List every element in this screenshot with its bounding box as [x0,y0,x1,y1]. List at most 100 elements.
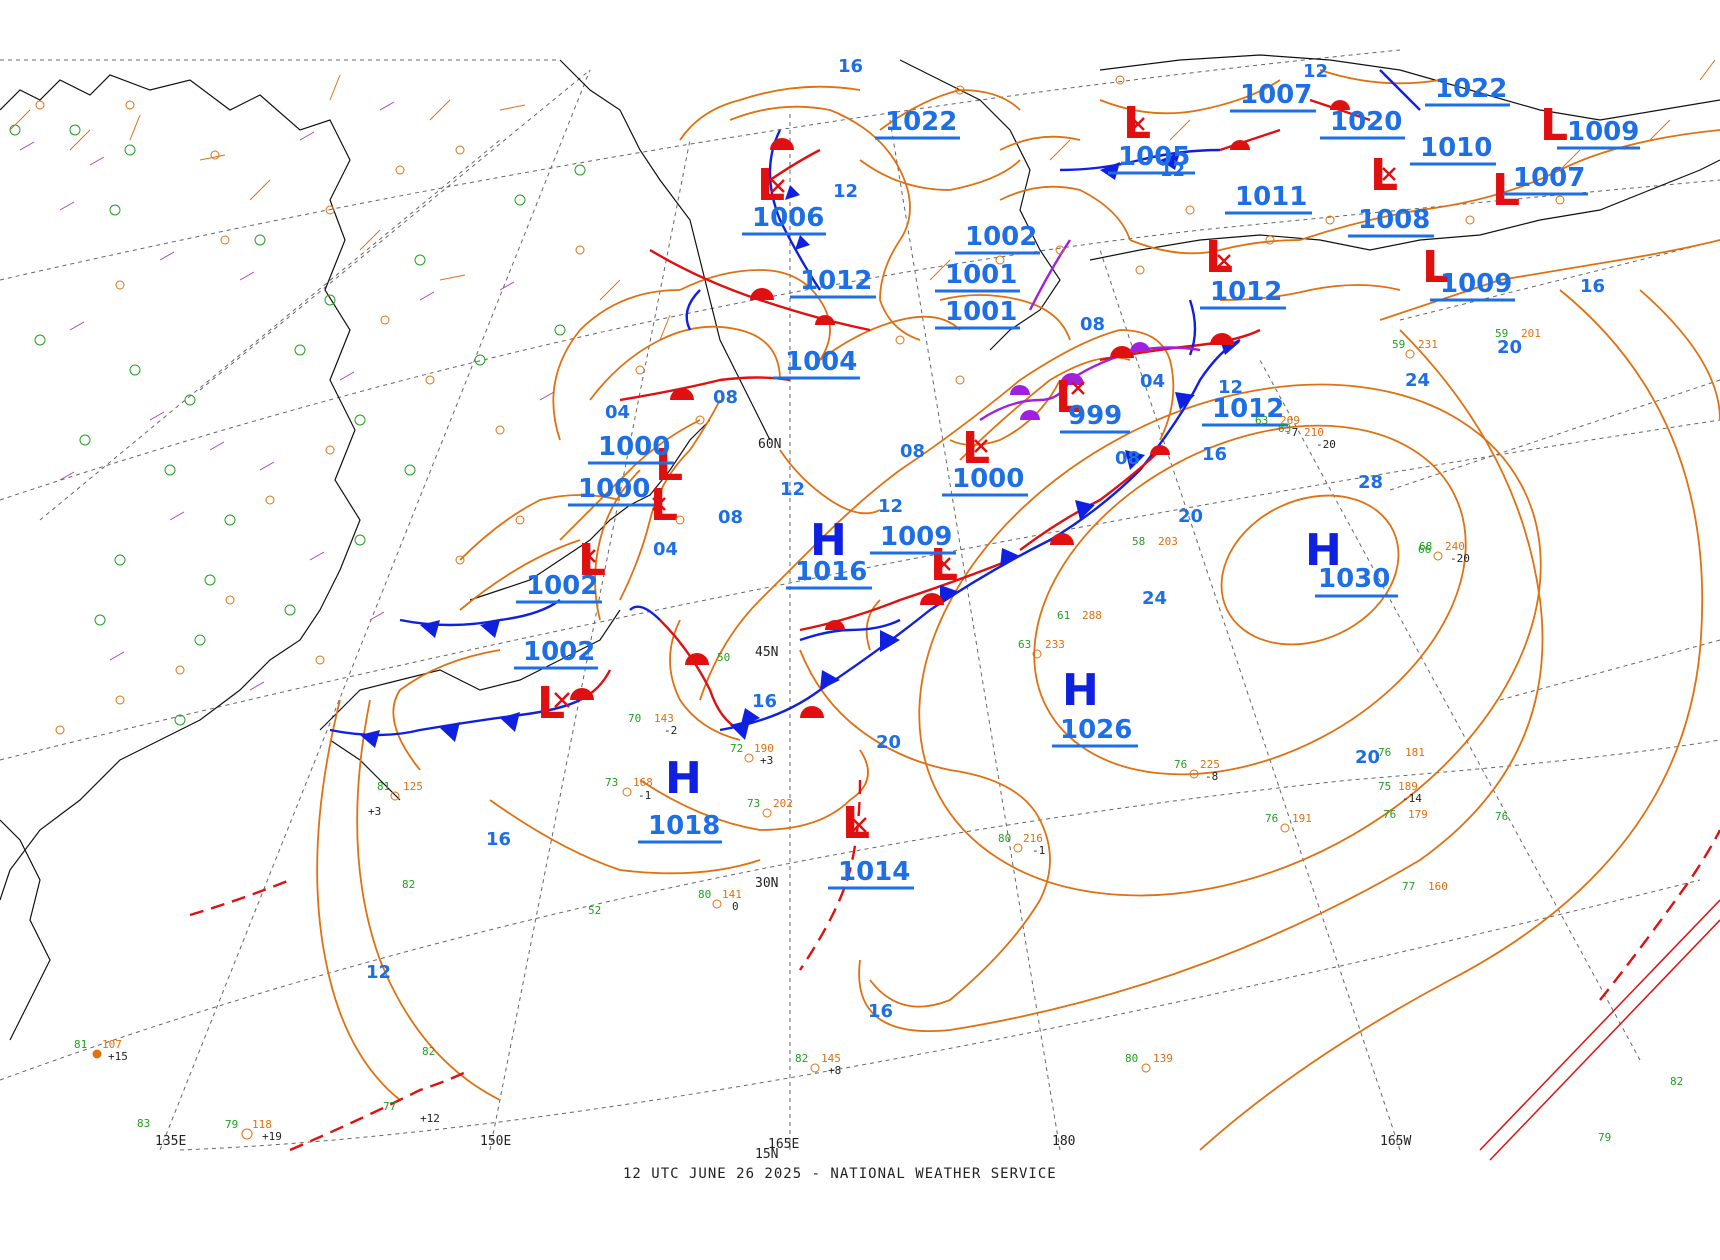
high-center: 1012 [790,266,876,299]
svg-text:52: 52 [588,904,601,917]
lat-lon-grid [0,49,1720,1151]
isobar-label: 16 [1202,444,1227,465]
station: 82 [422,1045,435,1058]
high-center: 1012 [1202,394,1288,427]
svg-text:233: 233 [1045,638,1065,651]
svg-text:82: 82 [795,1052,808,1065]
isobar-label: 16 [1580,276,1605,297]
svg-text:L: L [1540,100,1568,151]
svg-text:H: H [665,753,702,804]
svg-text:H: H [810,515,847,566]
station: 76 [1495,810,1508,823]
svg-text:L: L [1055,372,1083,423]
svg-text:73: 73 [747,797,760,810]
high-center: H 1026 [1052,665,1138,748]
low-center: 1002 [955,222,1040,255]
svg-text:1026: 1026 [1060,715,1132,745]
svg-text:107: 107 [102,1038,122,1051]
svg-text:139: 139 [1153,1052,1173,1065]
svg-text:76: 76 [1495,810,1508,823]
station: 82 [402,878,415,891]
svg-text:76: 76 [1383,808,1396,821]
station: 81 107 +15 [74,1038,128,1063]
low-center: L 1008 [1348,150,1434,238]
svg-text:77: 77 [1402,880,1415,893]
low-center-x-markers [554,117,1396,833]
station: 77 +12 [383,1100,440,1125]
isobar-label: 20 [1178,506,1203,527]
svg-text:L: L [1370,150,1398,201]
svg-text:201: 201 [1521,327,1541,340]
pressure-centers: H 1030 H 1026 H 1018 H 1016 L 1014 L 100… [514,74,1640,890]
svg-text:L: L [655,440,683,491]
svg-text:L: L [1422,242,1450,293]
isobar-label: 20 [876,732,901,753]
isobar-label: 04 [1140,371,1165,392]
svg-text:+8: +8 [828,1064,841,1077]
station: 66 [1418,543,1431,556]
svg-text:1020: 1020 [1330,107,1402,137]
svg-text:59: 59 [1495,327,1508,340]
isobar-label: 24 [1142,588,1167,609]
svg-text:1002: 1002 [523,637,595,667]
station: 77 160 [1402,880,1448,893]
lat-label-30n: 30N [755,876,778,891]
svg-text:79: 79 [225,1118,238,1131]
isobar-label: 12 [780,479,805,500]
svg-text:1000: 1000 [952,464,1024,494]
svg-text:-7: -7 [1285,426,1298,439]
lon-label-150e: 150E [480,1134,511,1149]
svg-text:1010: 1010 [1420,133,1492,163]
svg-text:81: 81 [377,780,390,793]
low-center: L 1000 [942,423,1028,497]
lon-label-135e: 135E [155,1134,186,1149]
svg-text:1004: 1004 [785,347,857,377]
low-center: 1020 [1320,107,1405,140]
station: 80 216 -1 [998,832,1045,857]
svg-text:+3: +3 [760,754,773,767]
svg-text:1012: 1012 [800,266,872,296]
svg-text:1012: 1012 [1212,394,1284,424]
isobars [316,69,1720,1151]
svg-text:203: 203 [1158,535,1178,548]
front-symbols [360,100,1350,748]
low-center: L 1002 [516,535,606,604]
svg-text:+12: +12 [420,1112,440,1125]
station: 61 288 [1057,609,1102,622]
svg-text:240: 240 [1445,540,1465,553]
isobar-labels: 16 12 12 08 04 04 08 08 12 12 12 08 04 0… [366,56,1605,1022]
station: 83 [137,1117,150,1130]
svg-text:66: 66 [1418,543,1431,556]
high-center: H 1016 [786,515,872,590]
station: 80 139 [1125,1052,1173,1073]
svg-text:-14: -14 [1402,792,1422,805]
isobar-label: 08 [900,441,925,462]
station: 76 181 [1378,746,1425,759]
svg-text:216: 216 [1023,832,1043,845]
svg-text:H: H [1062,665,1099,716]
svg-text:1007: 1007 [1513,163,1585,193]
station: 73 202 [747,797,793,818]
svg-text:179: 179 [1408,808,1428,821]
high-center: H 1018 [638,753,722,844]
svg-text:-2: -2 [664,724,677,737]
svg-text:80: 80 [698,888,711,901]
low-center: 1001 [935,260,1020,293]
lat-label-45n: 45N [755,645,778,660]
svg-text:63: 63 [1255,414,1268,427]
station: 70 143 -2 [628,712,677,737]
isobar-label: 08 [713,387,738,408]
low-center: L 1006 [742,160,826,236]
low-center: 1007 [1230,80,1316,113]
low-center: 1004 [773,347,860,380]
isobar-label: 16 [752,691,777,712]
lon-label-180: 180 [1052,1134,1075,1149]
isobar-label: 20 [1497,337,1522,358]
svg-text:L: L [650,480,678,531]
svg-text:190: 190 [754,742,774,755]
svg-text:231: 231 [1418,338,1438,351]
svg-text:1008: 1008 [1358,205,1430,235]
svg-text:1000: 1000 [578,474,650,504]
svg-text:76: 76 [1378,746,1391,759]
svg-text:82: 82 [402,878,415,891]
